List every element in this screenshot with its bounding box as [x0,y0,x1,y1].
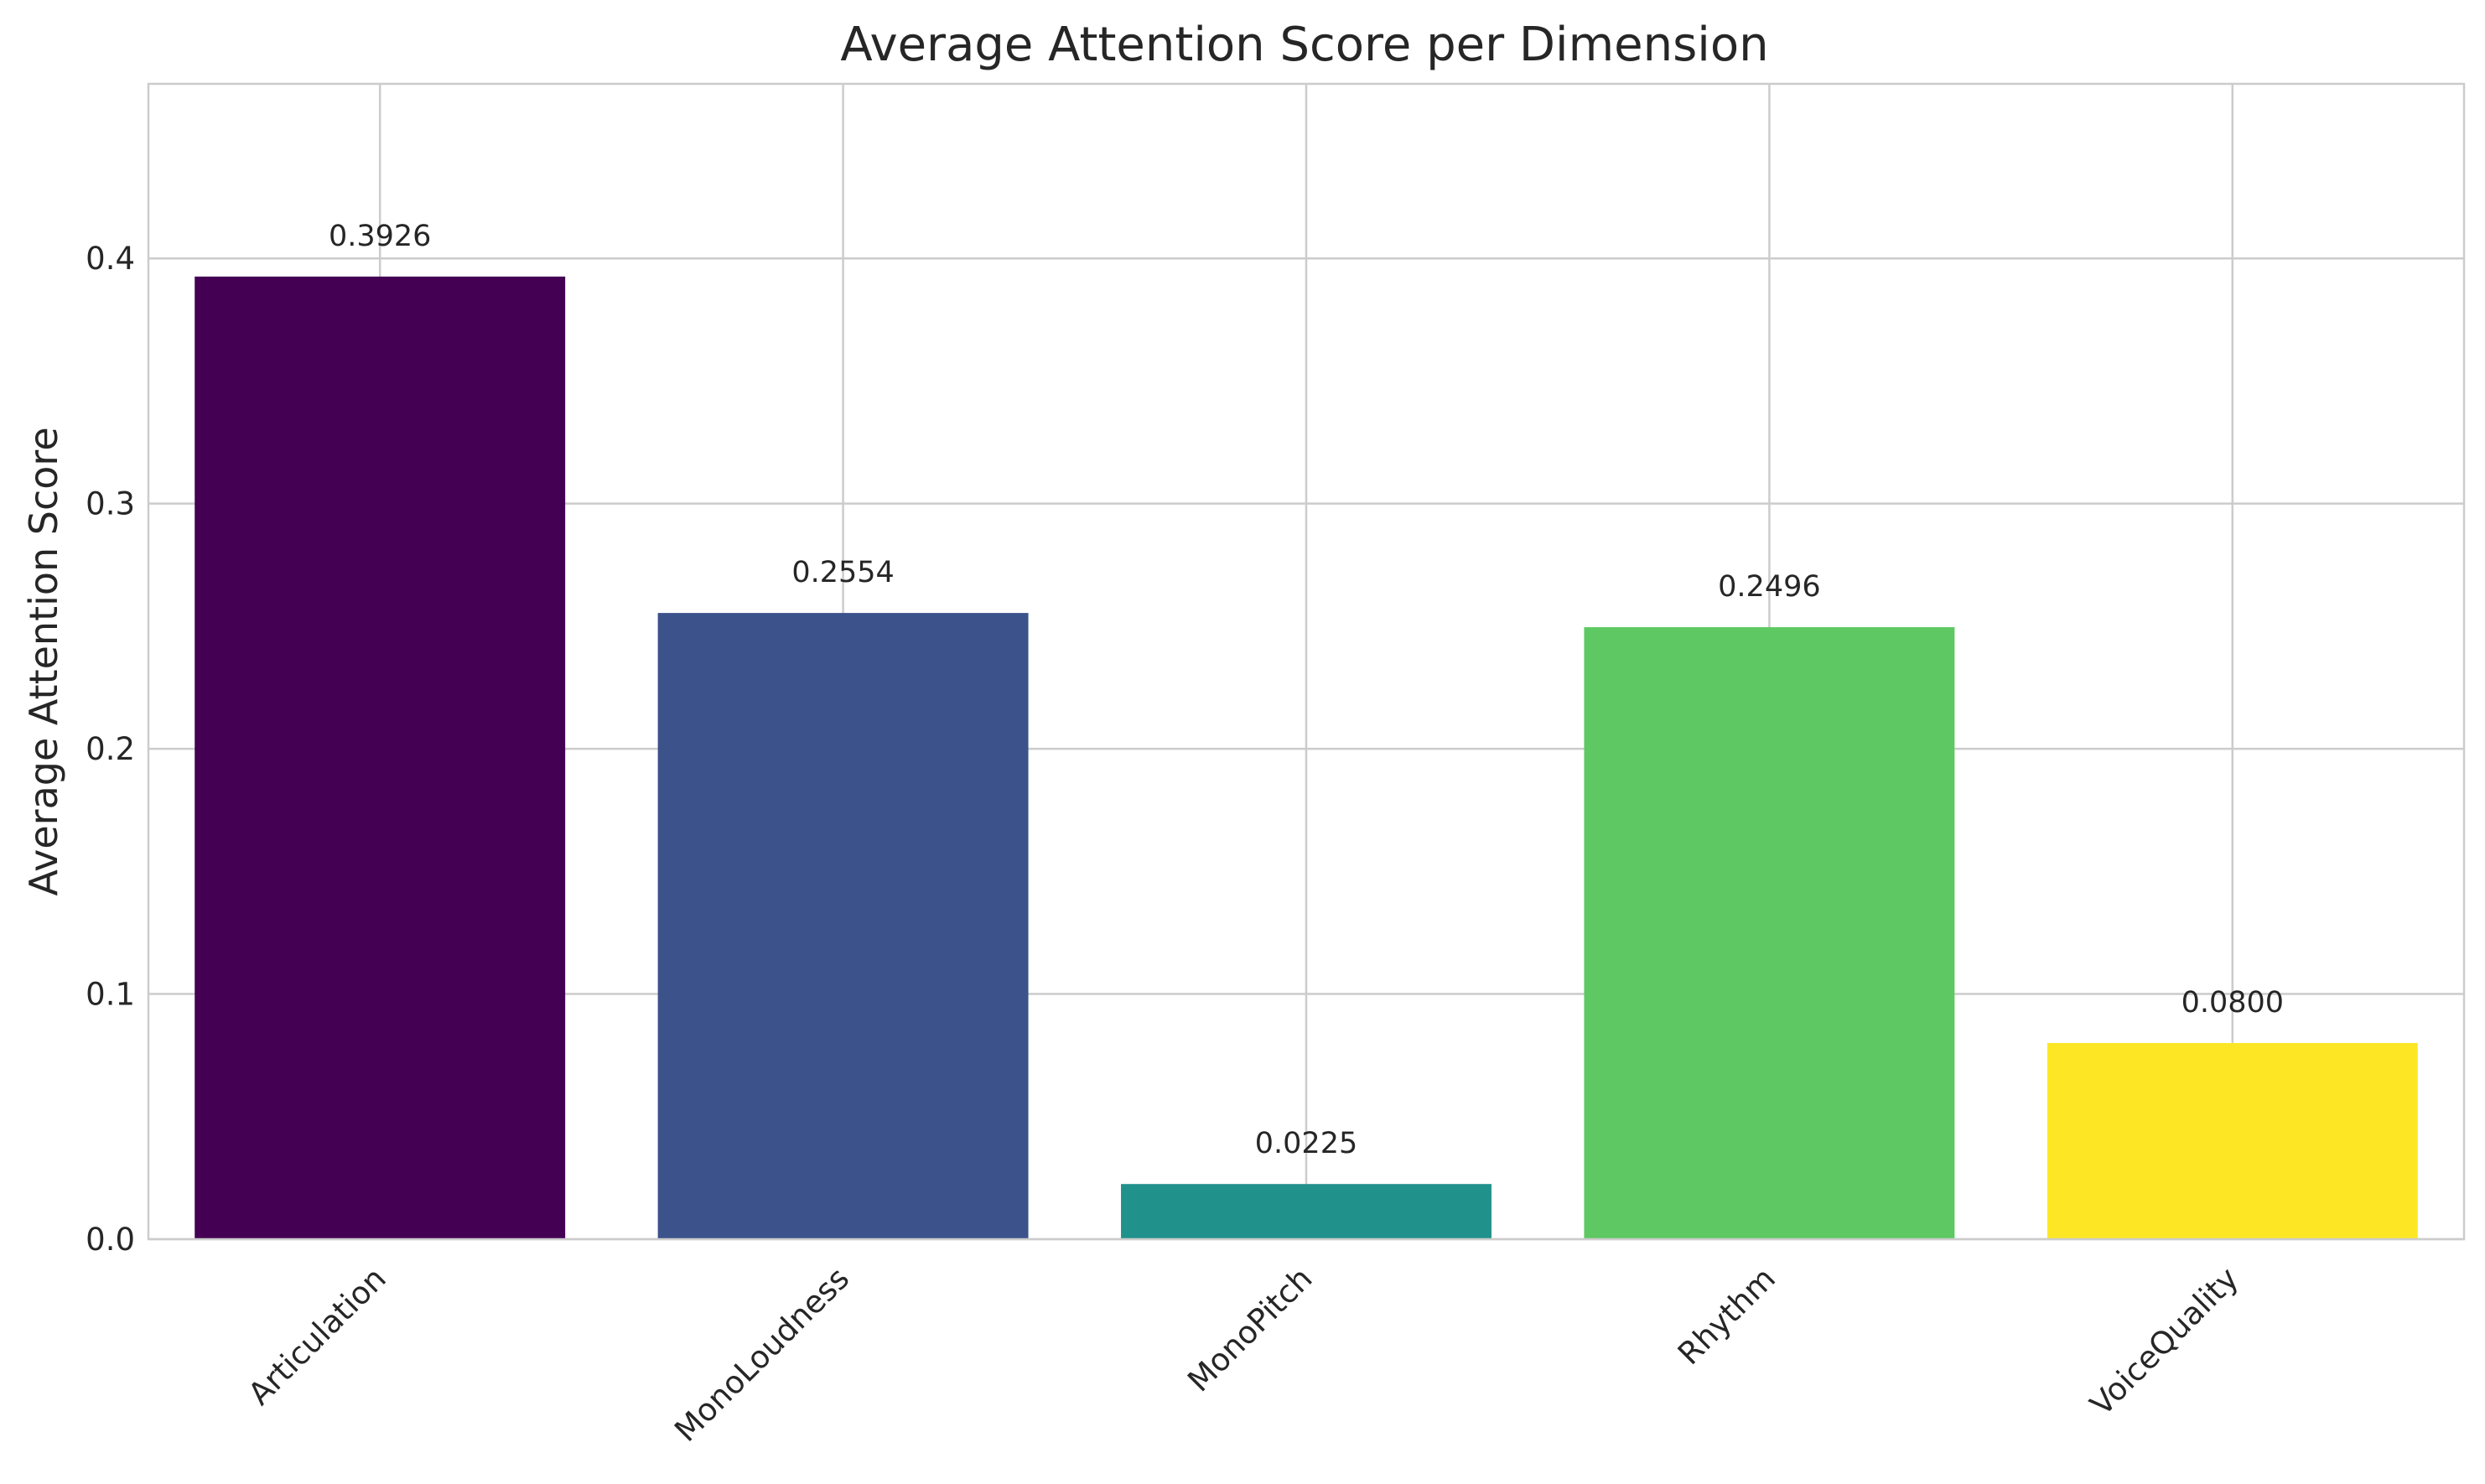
y-tick-label: 0.4 [86,241,135,277]
bar-monopitch [1121,1184,1492,1239]
bar-value-label: 0.0800 [2182,986,2284,1020]
bar-voicequality [2047,1043,2418,1239]
bar-value-label: 0.2554 [791,556,894,589]
bar-rhythm [1584,627,1955,1239]
y-axis-label: Average Attention Score [21,427,66,895]
y-tick-label: 0.0 [86,1222,135,1258]
bar-articulation [195,276,566,1240]
x-tick-label: Rhythm [1671,1260,1782,1372]
y-tick-label: 0.2 [86,731,135,767]
x-tick-label: MonoPitch [1180,1260,1319,1398]
x-axis-ticks: Articulation MonoLoudness MonoPitch Rhythm V… [241,1260,2246,1449]
bars [195,276,2418,1240]
chart-title: Average Attention Score per Dimension [840,18,1768,72]
x-tick-label: MonoLoudness [667,1260,856,1449]
x-tick-label: Articulation [241,1260,393,1412]
y-tick-label: 0.3 [86,486,135,522]
x-tick-label: VoiceQuality [2083,1260,2246,1423]
bar-value-label: 0.0225 [1255,1127,1357,1160]
y-tick-label: 0.1 [86,977,135,1013]
plot-frame [147,82,2466,1241]
bar-monoloudness [657,613,1029,1239]
bar-value-label: 0.2496 [1718,570,1820,604]
y-axis-ticks: 0.0 0.1 0.2 0.3 0.4 [86,241,135,1258]
value-labels: 0.3926 0.2554 0.0225 0.2496 0.0800 [329,220,2284,1160]
bar-value-label: 0.3926 [329,220,431,253]
